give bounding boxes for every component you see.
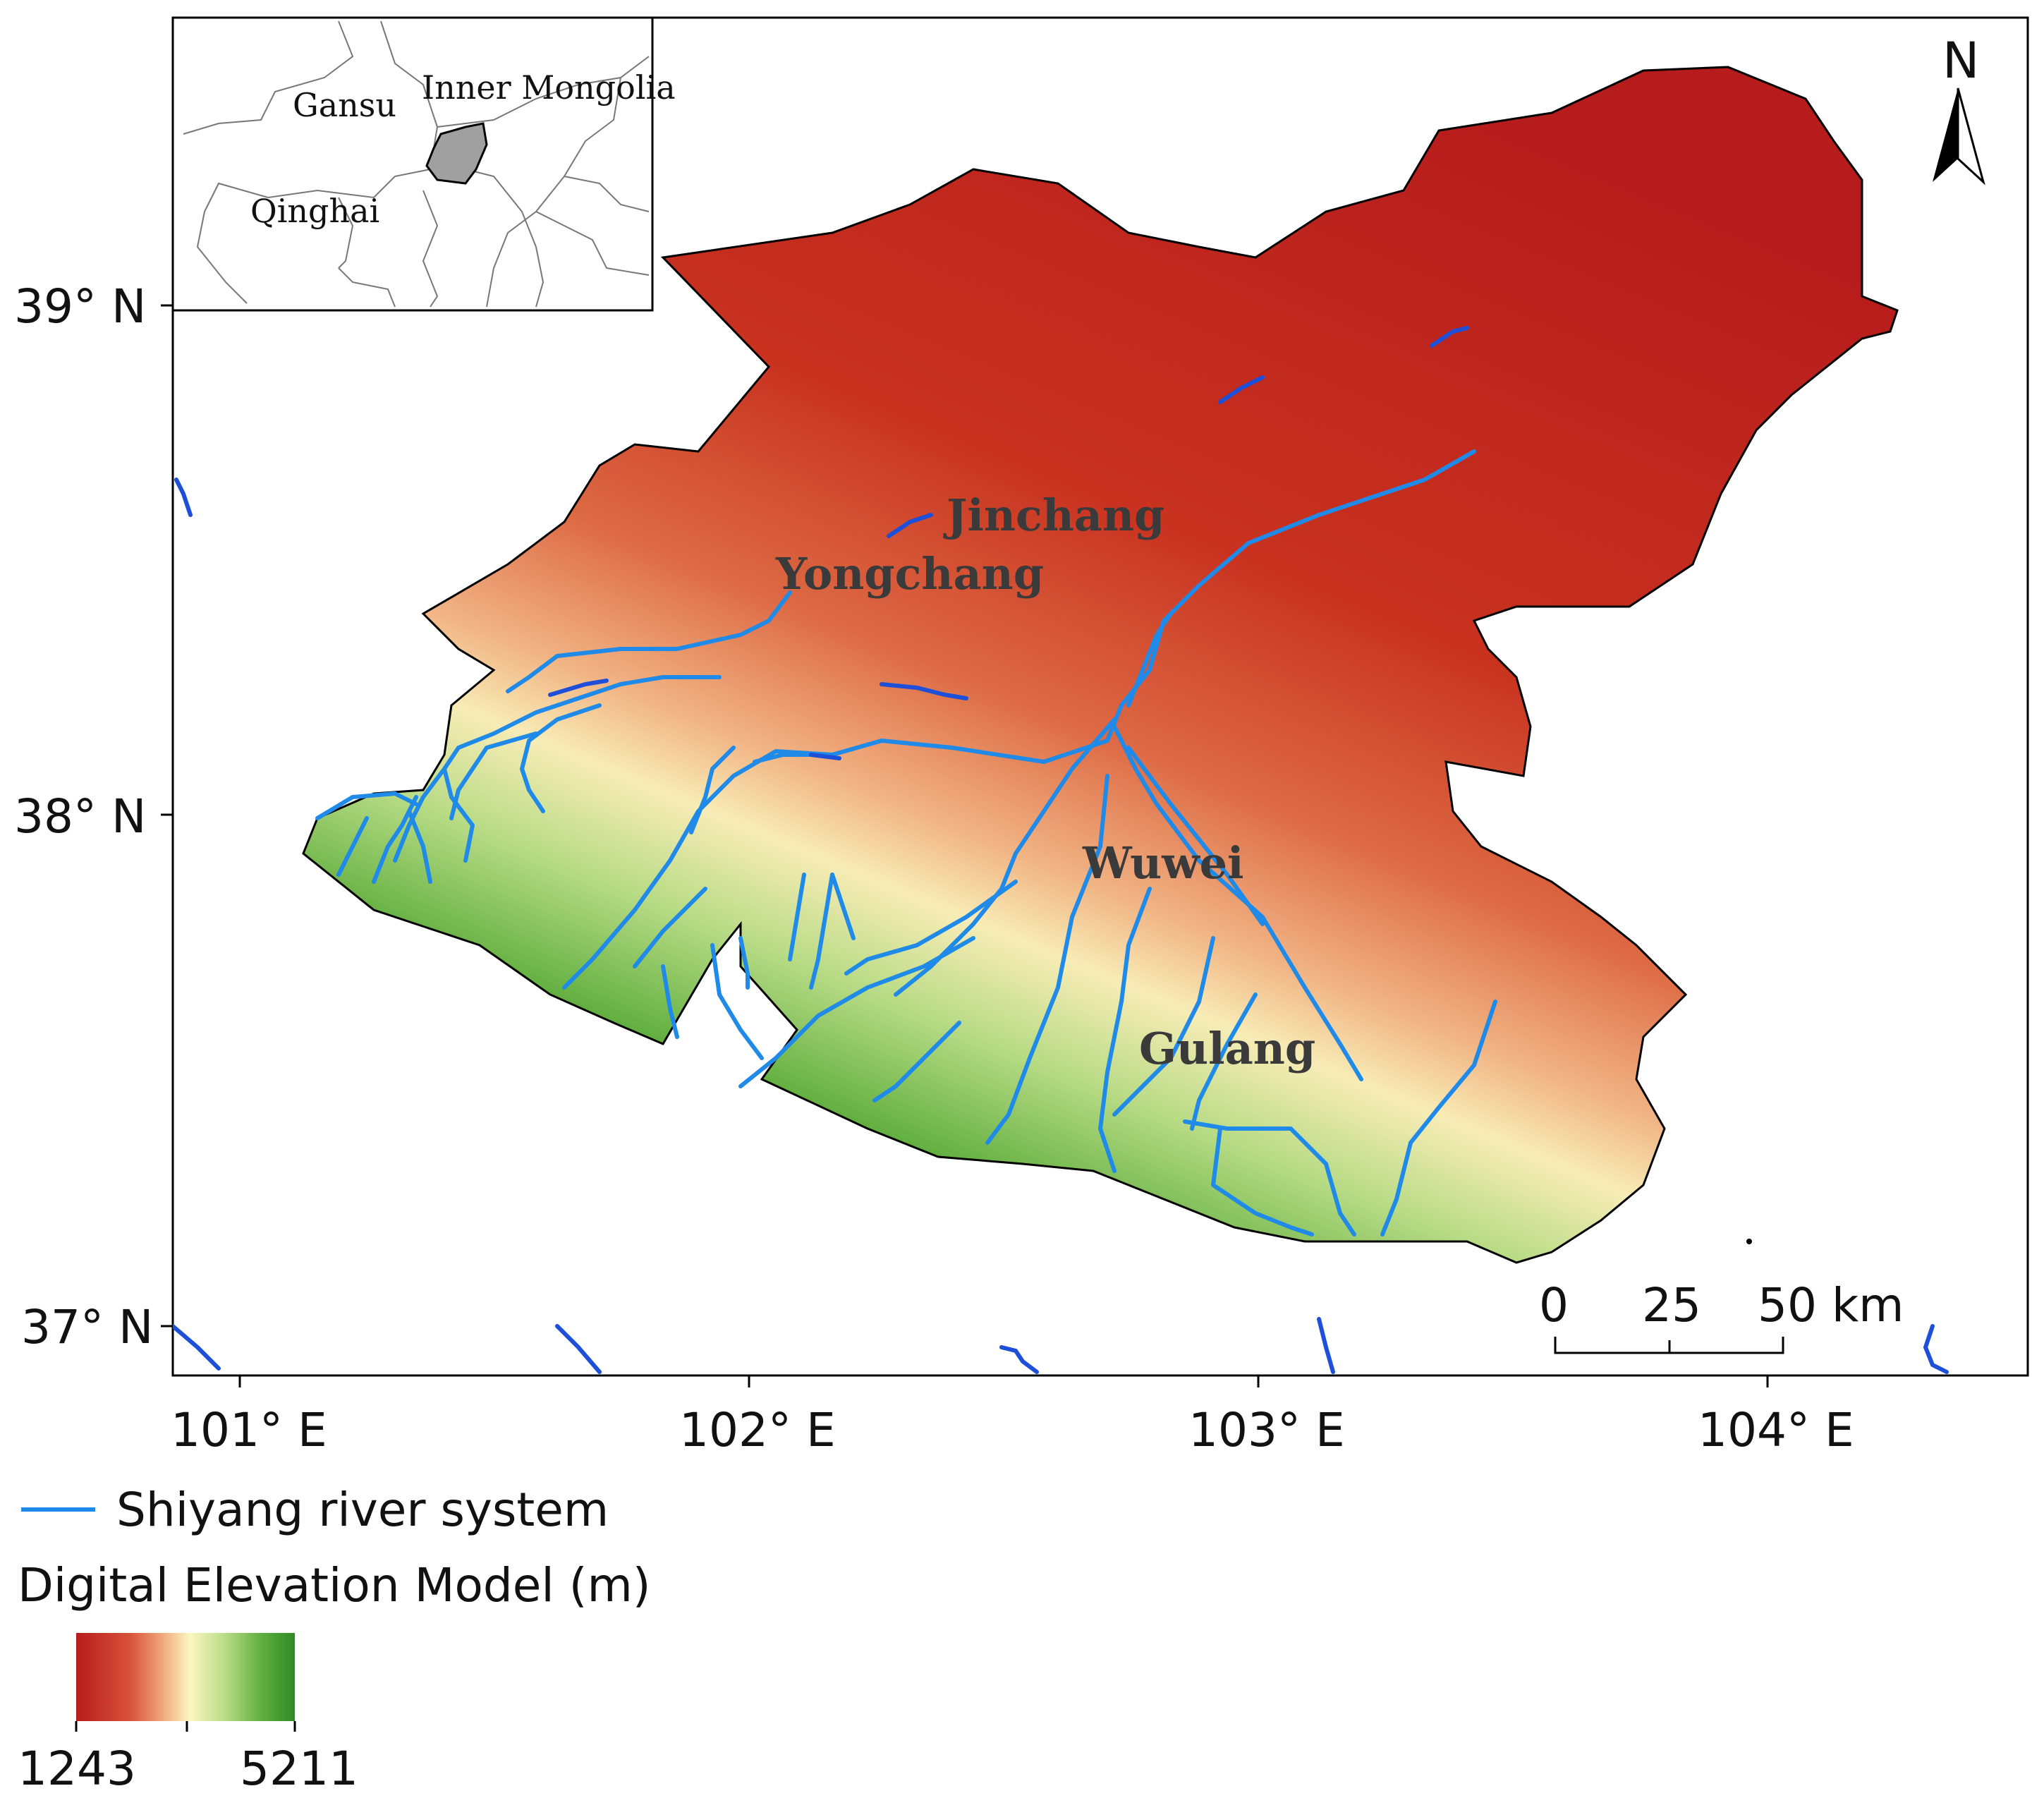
- inset-label-gansu: Gansu: [293, 86, 396, 124]
- lat-label-37: 37° N: [21, 1300, 153, 1354]
- scale-bar: 0 25 50 km: [1539, 1278, 1904, 1354]
- inset-frame: [171, 16, 654, 312]
- city-label-yongchang: Yongchang: [775, 548, 1044, 600]
- north-arrow-right-icon: [1957, 87, 1985, 186]
- city-label-gulang: Gulang: [1139, 1023, 1315, 1074]
- lon-label-103: 103° E: [1188, 1403, 1345, 1457]
- north-arrow-left-icon: [1933, 88, 1958, 182]
- lon-label-102: 102° E: [679, 1403, 836, 1457]
- scale-bar-line: [1554, 1337, 1784, 1354]
- lon-label-101: 101° E: [171, 1403, 327, 1457]
- study-area-highlight: [425, 122, 488, 185]
- inset-borders: [183, 20, 650, 308]
- scale-tick-0: 0: [1539, 1278, 1569, 1332]
- scale-tick-50: 50 km: [1758, 1278, 1904, 1332]
- study-area-dem: [302, 66, 1899, 1264]
- lat-label-39: 39° N: [14, 279, 146, 334]
- lat-label-38: 38° N: [14, 789, 146, 844]
- shiyang-river-system: [315, 449, 1497, 1237]
- scale-tick-25: 25: [1642, 1278, 1701, 1332]
- city-label-wuwei: Wuwei: [1082, 837, 1244, 889]
- outside-rivers: [173, 478, 1949, 1374]
- inset-label-qinghai: Qinghai: [250, 192, 379, 230]
- dot-marker: [1746, 1239, 1752, 1244]
- legend-dem-max: 5211: [240, 1742, 358, 1796]
- legend-dem-colorbar: [76, 1633, 295, 1721]
- north-arrow: N: [1933, 32, 1985, 186]
- north-arrow-label: N: [1942, 32, 1979, 90]
- reservoirs: [548, 326, 1469, 760]
- latitude-axis: 39° N 38° N 37° N: [14, 279, 173, 1354]
- inset-map: Gansu Inner Mongolia Qinghai: [171, 16, 676, 312]
- lon-label-104: 104° E: [1698, 1403, 1854, 1457]
- city-label-jinchang: Jinchang: [943, 490, 1164, 541]
- longitude-axis: 101° E 102° E 103° E 104° E: [171, 1375, 1854, 1457]
- legend-river-label: Shiyang river system: [116, 1483, 609, 1537]
- legend-dem-title: Digital Elevation Model (m): [18, 1558, 651, 1612]
- legend-dem-min: 1243: [18, 1742, 136, 1796]
- legend: Shiyang river system Digital Elevation M…: [18, 1483, 651, 1796]
- inset-label-inner-mongolia: Inner Mongolia: [422, 68, 676, 107]
